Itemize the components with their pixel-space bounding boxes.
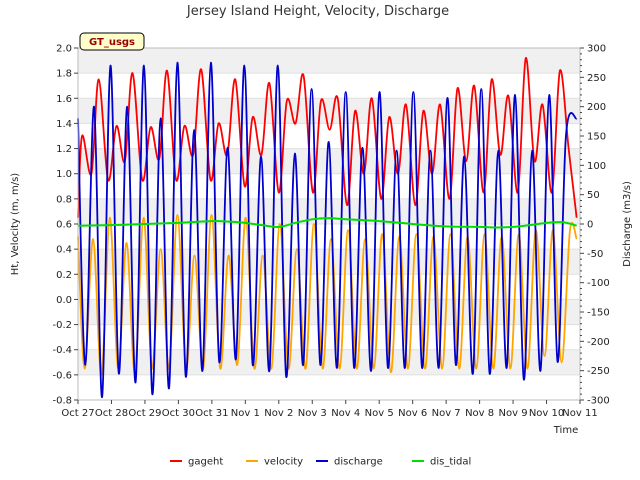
band [78, 198, 580, 224]
right-tick-label: 0 [587, 220, 593, 231]
x-axis-title: Time [553, 425, 578, 436]
legend-label-velocity: velocity [264, 457, 303, 468]
right-tick-label: 200 [587, 102, 606, 113]
x-tick-label: Nov 6 [398, 408, 427, 419]
right-tick-label: -300 [587, 396, 610, 407]
badge-box [79, 32, 145, 51]
right-tick-label: 250 [587, 73, 606, 84]
band [78, 349, 580, 375]
left-tick-label: 1.0 [56, 169, 72, 180]
x-axis: Oct 27 Oct 28 Oct 29 Oct 30 Oct 31 Nov 1 Nov 2… [61, 400, 598, 419]
left-tick-label: 2.0 [56, 44, 72, 55]
x-tick-label: Oct 29 [128, 408, 161, 419]
left-tick-label: 1.8 [56, 69, 72, 80]
right-axis: -300 -250 -200 -150 -100 -50 0 50 100 150 200 250 30… [580, 44, 610, 407]
x-tick-label: Nov 5 [365, 408, 394, 419]
x-tick-label: Oct 27 [61, 408, 94, 419]
left-tick-label: -0.4 [52, 345, 72, 356]
x-tick-label: Nov 8 [465, 408, 494, 419]
right-tick-label: 300 [587, 44, 606, 55]
left-tick-label: 1.6 [56, 94, 72, 105]
band [78, 48, 580, 74]
x-tick-label: Nov 9 [499, 408, 528, 419]
right-tick-label: 150 [587, 132, 606, 143]
right-axis-title: Discharge (m3/s) [622, 181, 633, 267]
series-line-discharge [77, 61, 578, 398]
left-axis: -0.8 -0.6 -0.4 -0.2 0.0 0.2 0.4 0.6 0.8 1.0 1.2 1.4… [52, 44, 78, 407]
band [78, 148, 580, 174]
x-tick-label: Oct 31 [195, 408, 228, 419]
right-tick-label: -250 [587, 366, 610, 377]
chart-title: Jersey Island Height, Velocity, Discharg… [186, 4, 449, 19]
legend: gageht velocity discharge dis_tidal [170, 457, 471, 468]
legend-label-gageht: gageht [188, 457, 223, 468]
x-tick-label: Nov 4 [331, 408, 360, 419]
series-line-dis_tidal [77, 217, 577, 229]
x-tick-label: Nov 10 [529, 408, 564, 419]
left-tick-label: 1.2 [56, 144, 72, 155]
x-tick-label: Nov 11 [562, 408, 597, 419]
left-tick-label: 0.6 [56, 220, 72, 231]
series-layer [77, 57, 578, 398]
legend-label-discharge: discharge [334, 457, 383, 468]
right-tick-label: -150 [587, 308, 610, 319]
x-tick-label: Nov 3 [298, 408, 327, 419]
left-tick-label: -0.8 [52, 396, 72, 407]
x-tick-label: Oct 28 [95, 408, 128, 419]
x-tick-label: Oct 30 [162, 408, 195, 419]
left-tick-label: -0.6 [52, 370, 72, 381]
x-tick-label: Nov 1 [231, 408, 260, 419]
right-tick-label: -100 [587, 278, 610, 289]
gt-usgs-badge: GT_usgs [79, 32, 145, 51]
badge-label: GT_usgs [89, 37, 135, 48]
left-tick-label: -0.2 [52, 320, 72, 331]
left-axis-title: Ht, Velocity (m, m/s) [10, 173, 21, 276]
left-tick-label: 0.0 [56, 295, 72, 306]
left-tick-label: 0.4 [56, 245, 72, 256]
right-tick-label: -200 [587, 337, 610, 348]
right-tick-label: -50 [587, 249, 603, 260]
x-tick-label: Nov 2 [264, 408, 293, 419]
x-tick-label: Nov 7 [432, 408, 461, 419]
right-tick-label: 50 [587, 190, 600, 201]
series-line-gageht [77, 57, 578, 218]
left-tick-label: 0.8 [56, 194, 72, 205]
right-tick-label: 100 [587, 161, 606, 172]
left-tick-label: 1.4 [56, 119, 72, 130]
left-tick-label: 0.2 [56, 270, 72, 281]
legend-label-dis_tidal: dis_tidal [430, 457, 471, 468]
